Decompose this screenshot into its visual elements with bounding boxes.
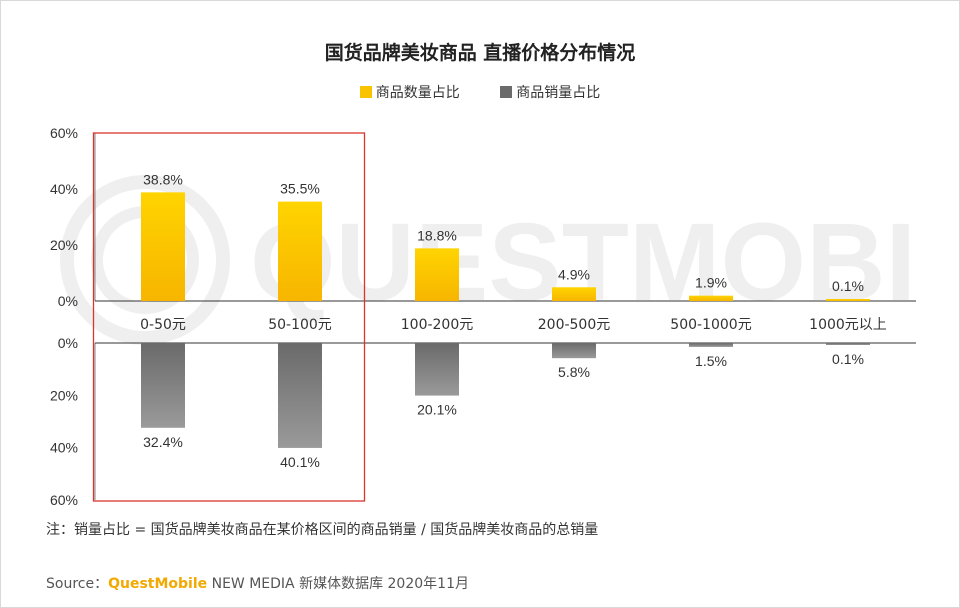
highlight-box <box>92 132 366 502</box>
data-label-sales: 40.1% <box>280 454 320 470</box>
source-prefix: Source： <box>46 576 109 592</box>
source-line: Source：QuestMobile NEW MEDIA 新媒体数据库 2020… <box>46 573 469 593</box>
y-tick-label-bottom: 40% <box>50 440 78 456</box>
footnote: 注：销量占比 = 国货品牌美妆商品在某价格区间的商品销量 / 国货品牌美妆商品的… <box>46 522 599 538</box>
bar-count <box>689 295 733 301</box>
y-tick-label-top: 60% <box>50 125 78 141</box>
bar-sales <box>552 343 596 359</box>
data-label-sales: 20.1% <box>417 402 457 418</box>
bar-sales <box>278 343 322 448</box>
y-tick-label-top: 20% <box>50 237 78 253</box>
bar-sales <box>826 343 870 345</box>
category-label: 0-50元 <box>140 317 186 333</box>
data-label-count: 18.8% <box>417 227 457 243</box>
legend-item-sales: 商品销量占比 <box>500 82 600 102</box>
bar-count <box>415 248 459 301</box>
chart-title: 国货品牌美妆商品 直播价格分布情况 <box>324 42 636 64</box>
y-tick-label-bottom: 0% <box>58 335 78 351</box>
bar-count <box>552 287 596 301</box>
y-tick-label-top: 40% <box>50 181 78 197</box>
data-label-sales: 5.8% <box>558 364 590 380</box>
data-label-sales: 1.5% <box>695 353 727 369</box>
data-label-count: 4.9% <box>558 266 590 282</box>
bar-sales <box>689 343 733 347</box>
data-label-count: 0.1% <box>832 278 864 294</box>
legend-swatch-sales <box>500 86 513 98</box>
y-tick-label-top: 0% <box>58 293 78 309</box>
bar-sales <box>141 343 185 428</box>
legend-label-sales: 商品销量占比 <box>516 85 601 101</box>
category-label: 1000元以上 <box>809 317 887 333</box>
legend: 商品数量占比 商品销量占比 <box>0 82 960 102</box>
bar-count <box>278 201 322 301</box>
category-label: 200-500元 <box>538 317 611 333</box>
y-tick-label-bottom: 60% <box>50 492 78 508</box>
y-tick-label-bottom: 20% <box>50 387 78 403</box>
legend-item-count: 商品数量占比 <box>359 82 460 102</box>
legend-swatch-count <box>359 86 372 98</box>
source-suffix: NEW MEDIA 新媒体数据库 2020年11月 <box>207 576 469 592</box>
category-label: 500-1000元 <box>670 317 751 333</box>
source-brand: QuestMobile <box>108 576 208 592</box>
legend-label-count: 商品数量占比 <box>375 85 460 101</box>
data-label-count: 38.8% <box>143 171 183 187</box>
data-label-sales: 32.4% <box>143 434 183 450</box>
bar-sales <box>415 343 459 396</box>
data-label-sales: 0.1% <box>832 351 864 367</box>
data-label-count: 35.5% <box>280 181 320 197</box>
data-label-count: 1.9% <box>695 275 727 291</box>
bar-count <box>141 192 185 301</box>
category-label: 100-200元 <box>401 317 474 333</box>
bar-count <box>826 299 870 301</box>
category-label: 50-100元 <box>268 317 332 333</box>
